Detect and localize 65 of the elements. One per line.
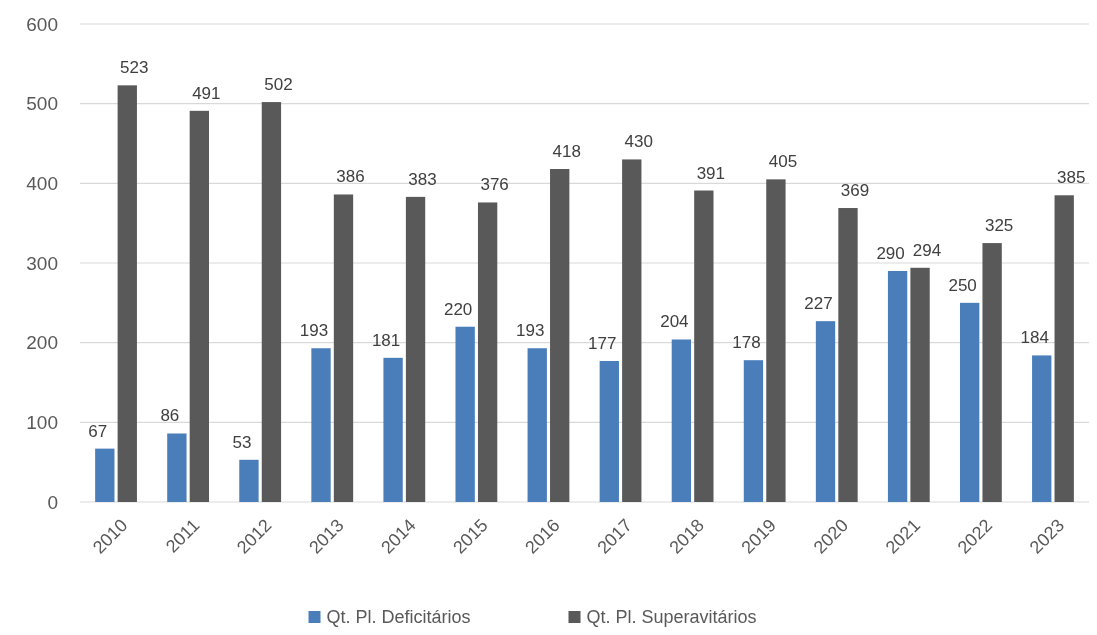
y-tick-label: 400: [26, 172, 58, 194]
bar: [766, 179, 786, 502]
bar: [815, 321, 836, 502]
bar: [1054, 195, 1074, 502]
bar: [189, 110, 210, 502]
data-label: 385: [1057, 168, 1086, 188]
data-label: 325: [984, 216, 1014, 236]
bar: [455, 326, 475, 502]
data-label: 178: [732, 333, 761, 353]
bar: [117, 85, 137, 502]
bar: [887, 270, 908, 502]
legend-label: Qt. Pl. Deficitários: [326, 607, 471, 628]
bar: [261, 102, 282, 502]
bar: [694, 190, 714, 502]
y-tick-label: 600: [26, 13, 58, 35]
data-label: 369: [840, 181, 870, 201]
bar: [550, 168, 570, 502]
legend-label: Qt. Pl. Superavitários: [586, 607, 757, 628]
bar: [95, 448, 115, 502]
data-label: 177: [588, 333, 617, 353]
bar: [743, 360, 764, 502]
data-label: 502: [264, 75, 293, 95]
data-label: 294: [912, 240, 942, 260]
bar: [383, 357, 403, 502]
bar: [982, 243, 1002, 502]
y-tick-label: 300: [26, 252, 58, 274]
data-label: 376: [480, 175, 509, 195]
y-tick-label: 0: [47, 491, 58, 513]
bar: [477, 202, 498, 502]
bar: [838, 208, 858, 502]
bar: [622, 159, 642, 502]
data-label: 227: [804, 294, 833, 314]
data-label: 430: [624, 132, 653, 152]
data-label: 184: [1020, 328, 1049, 348]
data-label: 86: [160, 406, 180, 426]
bar: [405, 196, 426, 502]
data-label: 53: [232, 432, 252, 452]
data-label: 383: [408, 169, 437, 189]
bar: [167, 433, 187, 502]
data-label: 405: [768, 152, 798, 172]
bar: [527, 348, 547, 502]
y-tick-label: 500: [26, 93, 58, 115]
data-label: 418: [552, 141, 581, 161]
data-label: 250: [948, 275, 977, 295]
bar: [1032, 355, 1052, 502]
data-label: 193: [516, 321, 545, 341]
data-label: 193: [299, 321, 329, 341]
bar: [333, 194, 354, 502]
bar: [599, 360, 619, 502]
bar: [671, 339, 692, 502]
data-label: 491: [192, 83, 221, 103]
data-label: 386: [336, 167, 365, 187]
bar: [910, 267, 930, 502]
bar: [311, 348, 331, 502]
data-label: 523: [120, 58, 149, 78]
data-label: 391: [696, 163, 726, 183]
bar: [959, 302, 980, 502]
y-tick-label: 200: [26, 332, 58, 354]
y-tick-label: 100: [26, 411, 58, 433]
data-label: 290: [876, 243, 905, 263]
data-label: 181: [371, 330, 401, 350]
data-label: 220: [443, 299, 473, 319]
data-label: 204: [660, 312, 689, 332]
bar: [239, 459, 259, 502]
data-label: 67: [88, 421, 108, 441]
